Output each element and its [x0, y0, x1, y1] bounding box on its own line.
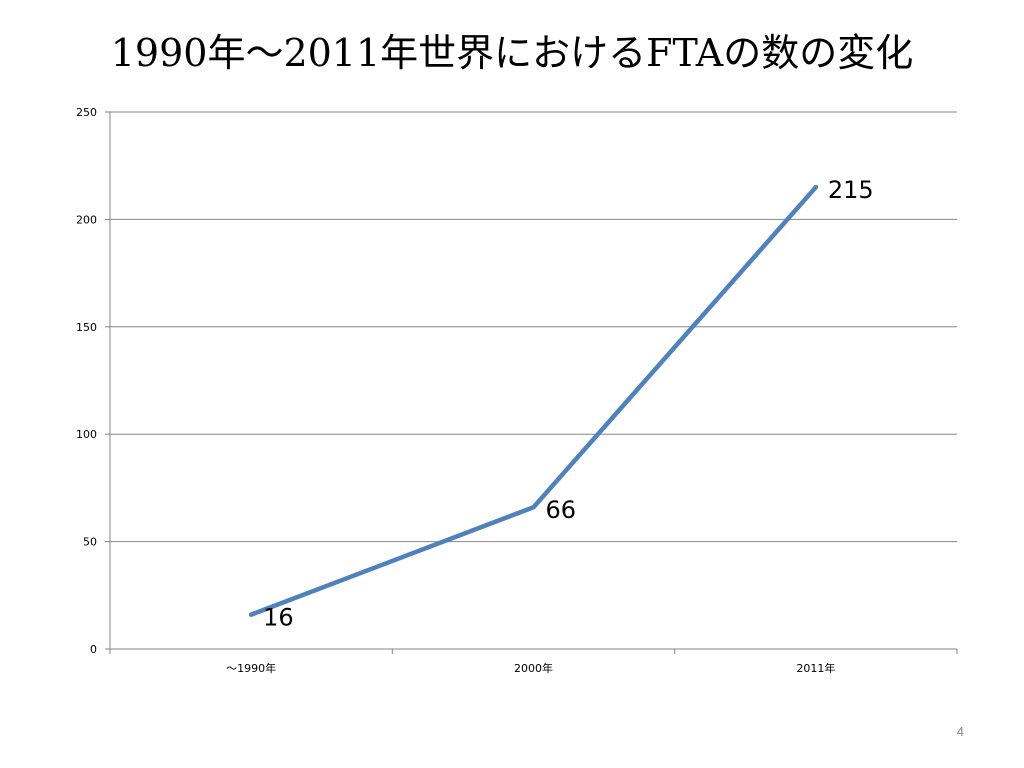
- y-axis-tick-labels: 0 50 100 150 200 250: [76, 106, 97, 656]
- x-tick-label: 2000年: [514, 661, 553, 675]
- x-tick-label: ～1990年: [226, 661, 276, 675]
- x-tick-label: 2011年: [796, 661, 835, 675]
- data-point: [531, 505, 536, 510]
- y-tick-label: 100: [76, 428, 97, 441]
- y-tick-label: 150: [76, 321, 97, 334]
- data-labels: 16 66 215: [263, 176, 873, 631]
- y-tick-label: 250: [76, 106, 97, 119]
- data-label: 16: [263, 604, 294, 632]
- series: [248, 184, 819, 617]
- data-point: [248, 612, 254, 617]
- x-axis-tick-labels: ～1990年 2000年 2011年: [226, 661, 835, 675]
- series-line: [248, 184, 819, 617]
- axes: [105, 111, 958, 654]
- data-point: [813, 184, 819, 190]
- data-label: 215: [828, 176, 874, 204]
- data-label: 66: [546, 496, 577, 524]
- y-tick-label: 50: [83, 536, 97, 549]
- y-tick-label: 200: [76, 213, 97, 226]
- page-number: 4: [956, 724, 964, 739]
- slide-title: 1990年～2011年世界におけるFTAの数の変化: [110, 31, 914, 75]
- y-tick-label: 0: [90, 643, 97, 656]
- gridlines: [110, 111, 957, 543]
